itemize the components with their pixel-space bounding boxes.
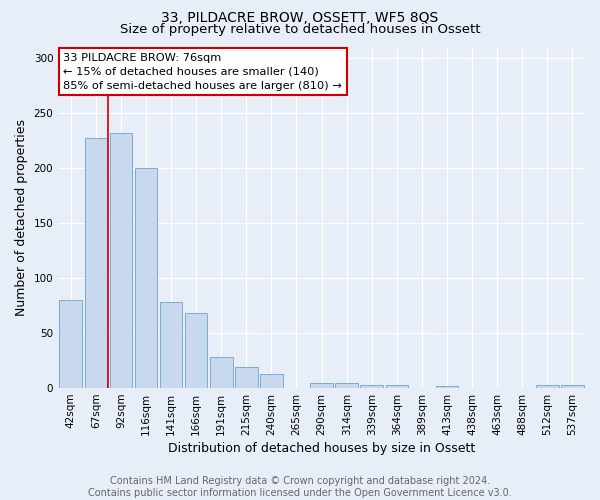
Bar <box>160 302 182 388</box>
Bar <box>260 374 283 388</box>
Bar <box>210 358 233 388</box>
Bar <box>561 385 584 388</box>
Bar <box>436 386 458 388</box>
Text: 33 PILDACRE BROW: 76sqm
← 15% of detached houses are smaller (140)
85% of semi-d: 33 PILDACRE BROW: 76sqm ← 15% of detache… <box>64 52 342 90</box>
Bar <box>185 314 208 388</box>
Text: 33, PILDACRE BROW, OSSETT, WF5 8QS: 33, PILDACRE BROW, OSSETT, WF5 8QS <box>161 11 439 25</box>
Bar <box>386 385 408 388</box>
Text: Size of property relative to detached houses in Ossett: Size of property relative to detached ho… <box>120 22 480 36</box>
Bar <box>310 382 333 388</box>
Bar <box>59 300 82 388</box>
X-axis label: Distribution of detached houses by size in Ossett: Distribution of detached houses by size … <box>168 442 475 455</box>
Y-axis label: Number of detached properties: Number of detached properties <box>15 120 28 316</box>
Bar <box>235 367 257 388</box>
Bar <box>134 168 157 388</box>
Text: Contains HM Land Registry data © Crown copyright and database right 2024.
Contai: Contains HM Land Registry data © Crown c… <box>88 476 512 498</box>
Bar <box>335 382 358 388</box>
Bar <box>361 385 383 388</box>
Bar <box>110 133 132 388</box>
Bar <box>85 138 107 388</box>
Bar <box>536 385 559 388</box>
